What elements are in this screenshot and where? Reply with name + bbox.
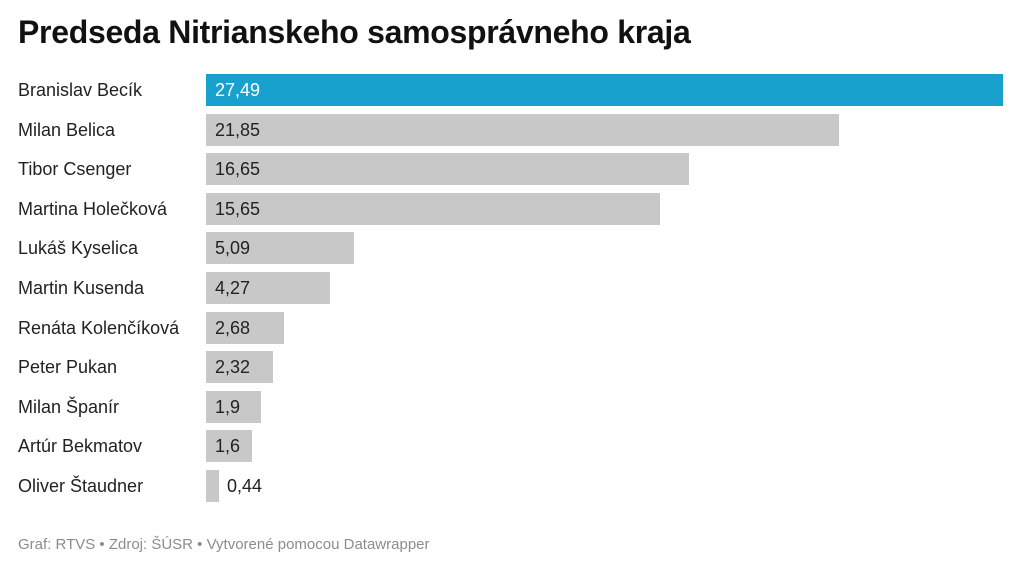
value-label: 27,49 — [215, 80, 261, 100]
bar — [206, 232, 354, 264]
bar — [206, 312, 284, 344]
bar-row: Lukáš Kyselica 5,09 — [0, 232, 1021, 264]
bar-chart: Branislav Becík 27,49 Milan Belica 21,85 Tib… — [0, 74, 1021, 504]
category-label: Artúr Bekmatov — [18, 436, 143, 456]
bar — [206, 272, 330, 304]
value-label: 2,68 — [215, 318, 251, 338]
category-label: Peter Pukan — [18, 357, 118, 377]
value-label: 1,9 — [215, 397, 241, 417]
value-label: 4,27 — [215, 278, 251, 298]
bar-row: Martina Holečková 15,65 — [0, 193, 1021, 225]
bar — [206, 470, 219, 502]
category-label: Martin Kusenda — [18, 278, 145, 298]
category-label: Tibor Csenger — [18, 159, 132, 179]
value-label: 5,09 — [215, 238, 251, 258]
value-label: 0,44 — [227, 476, 263, 496]
value-label: 21,85 — [215, 120, 261, 140]
bar-row: Martin Kusenda 4,27 — [0, 272, 1021, 304]
value-label: 15,65 — [215, 199, 261, 219]
bar-row: Peter Pukan 2,32 — [0, 351, 1021, 383]
category-label: Oliver Štaudner — [18, 476, 144, 496]
chart-footer: Graf: RTVS • Zdroj: ŠÚSR • Vytvorené pom… — [18, 536, 430, 553]
category-label: Lukáš Kyselica — [18, 238, 139, 258]
bar — [206, 430, 252, 462]
chart-title: Predseda Nitrianskeho samosprávneho kraj… — [18, 14, 691, 50]
bar — [206, 114, 839, 146]
bar — [206, 74, 1003, 106]
bar — [206, 193, 660, 225]
value-label: 2,32 — [215, 357, 251, 377]
bar-row: Artúr Bekmatov 1,6 — [0, 430, 1021, 462]
bar — [206, 153, 689, 185]
category-label: Milan Španír — [18, 397, 120, 417]
bar-row: Milan Belica 21,85 — [0, 114, 1021, 146]
category-label: Milan Belica — [18, 120, 116, 140]
value-label: 1,6 — [215, 436, 241, 456]
bar — [206, 351, 273, 383]
category-label: Renáta Kolenčíková — [18, 318, 180, 338]
bar-row: Oliver Štaudner 0,44 — [0, 470, 1021, 502]
bar-row: Tibor Csenger 16,65 — [0, 153, 1021, 185]
bar — [206, 391, 261, 423]
bar-row: Milan Španír 1,9 — [0, 391, 1021, 423]
value-label: 16,65 — [215, 159, 261, 179]
category-label: Martina Holečková — [18, 199, 168, 219]
bar-row: Branislav Becík 27,49 — [0, 74, 1021, 106]
bar-row: Renáta Kolenčíková 2,68 — [0, 312, 1021, 344]
category-label: Branislav Becík — [18, 80, 143, 100]
